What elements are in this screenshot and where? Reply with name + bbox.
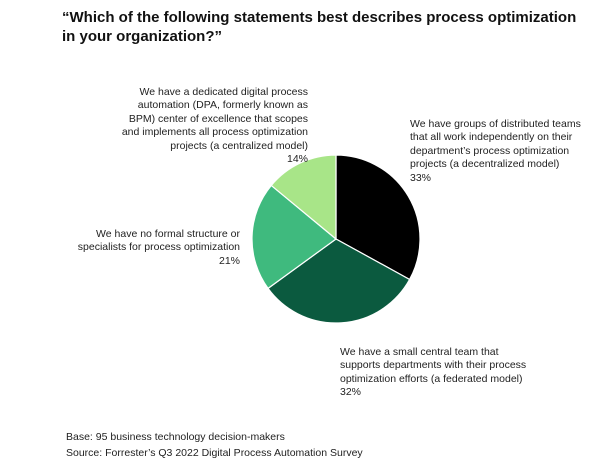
slice-label-small-value: 32%	[340, 386, 362, 398]
slice-label-none-text: We have no formal structure or specialis…	[77, 227, 240, 254]
pie-slice-dpa	[270, 154, 337, 241]
slice-label-small: We have a small central team that suppor…	[340, 332, 540, 413]
chart-title: “Which of the following statements best …	[62, 9, 577, 45]
slice-label-dpa-value: 14%	[286, 153, 308, 165]
pie-slice-small	[267, 238, 411, 324]
slice-label-groups-value: 33%	[410, 171, 432, 184]
slice-label-dpa-text: We have a dedicated digital process auto…	[121, 85, 308, 152]
slice-label-none: We have no formal structure or specialis…	[60, 214, 240, 282]
footer-source: Source: Forrester’s Q3 2022 Digital Proc…	[66, 447, 363, 459]
slice-label-groups: We have groups of distributed teams that…	[410, 104, 595, 199]
pie-slice-groups	[335, 154, 421, 281]
slice-label-dpa: We have a dedicated digital process auto…	[110, 72, 308, 180]
slice-label-small-text: We have a small central team that suppor…	[340, 345, 527, 385]
footer-base: Base: 95 business technology decision-ma…	[66, 431, 285, 443]
slice-label-groups-text: We have groups of distributed teams that…	[410, 117, 581, 171]
pie-slice-none	[251, 184, 337, 290]
slice-label-none-value: 21%	[218, 254, 240, 267]
